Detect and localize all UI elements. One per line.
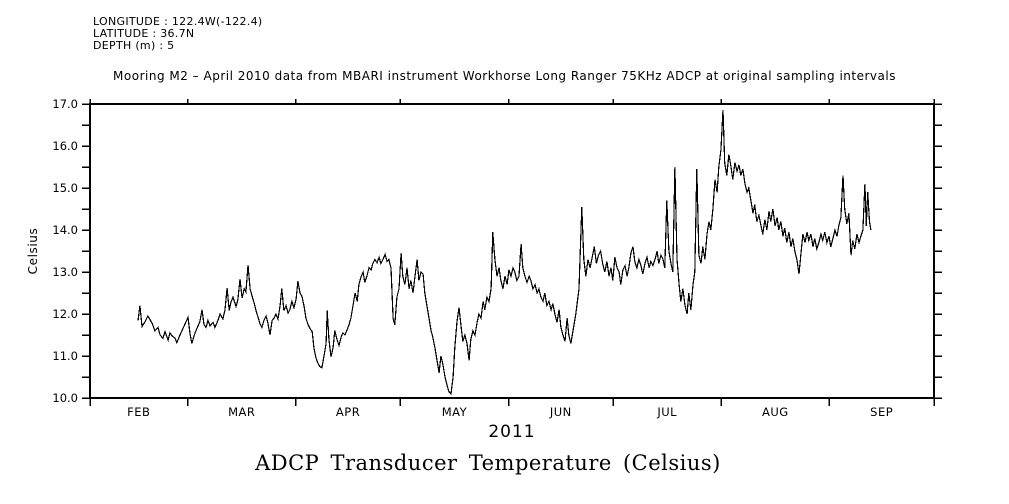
header-latitude: LATITUDE : 36.7N bbox=[93, 27, 195, 40]
plot-title: Mooring M2 – April 2010 data from MBARI … bbox=[113, 69, 896, 83]
y-tick-label: 13.0 bbox=[52, 265, 78, 279]
month-label: MAR bbox=[228, 405, 255, 419]
y-tick-label: 11.0 bbox=[52, 349, 78, 363]
y-tick-label: 12.0 bbox=[52, 307, 78, 321]
month-label: JUN bbox=[549, 405, 572, 419]
month-label: SEP bbox=[870, 405, 893, 419]
temperature-line bbox=[137, 109, 872, 396]
month-label: FEB bbox=[127, 405, 150, 419]
month-label: AUG bbox=[762, 405, 789, 419]
figure-caption: ADCP Transducer Temperature (Celsius) bbox=[255, 451, 721, 475]
y-tick-label: 10.0 bbox=[52, 391, 78, 405]
month-label: JUL bbox=[656, 405, 677, 419]
x-axis-year-label: 2011 bbox=[488, 422, 536, 442]
header-block: LONGITUDE : 122.4W(-122.4) LATITUDE : 36… bbox=[93, 16, 263, 52]
y-tick-label: 17.0 bbox=[52, 97, 78, 111]
y-tick-label: 15.0 bbox=[52, 181, 78, 195]
plot-frame bbox=[89, 103, 935, 399]
month-label: MAY bbox=[442, 405, 468, 419]
header-longitude: LONGITUDE : 122.4W(-122.4) bbox=[93, 15, 263, 28]
y-tick-label: 16.0 bbox=[52, 139, 78, 153]
y-tick-label: 14.0 bbox=[52, 223, 78, 237]
month-label: APR bbox=[336, 405, 360, 419]
header-depth: DEPTH (m) : 5 bbox=[93, 39, 175, 52]
